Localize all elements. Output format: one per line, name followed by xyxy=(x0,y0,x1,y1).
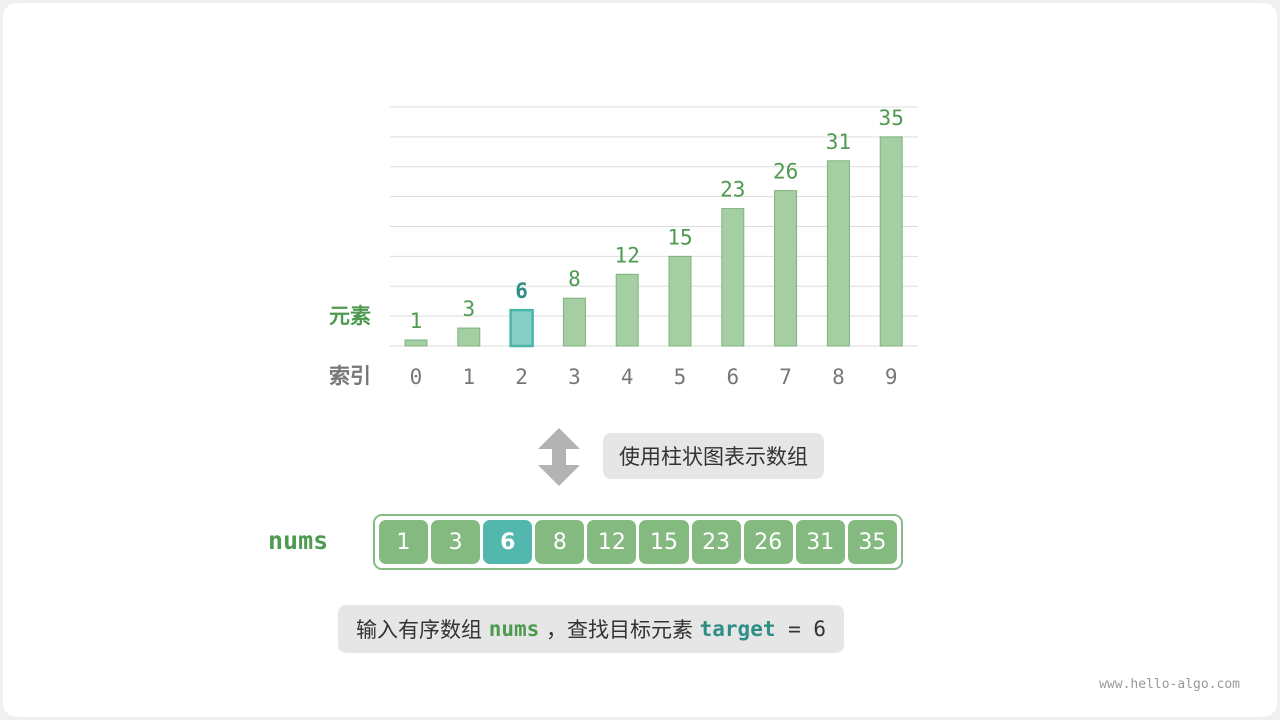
caption-middle: ，查找目标元素 xyxy=(539,618,700,642)
array-cell: 15 xyxy=(639,520,689,564)
bar xyxy=(457,327,481,347)
array-name: nums xyxy=(268,526,329,555)
data-label: 35 xyxy=(879,106,904,130)
array-cell: 26 xyxy=(743,520,793,564)
data-label: 6 xyxy=(515,279,528,303)
x-tick-label: 4 xyxy=(621,365,634,389)
x-tick-label: 9 xyxy=(885,365,898,389)
x-tick-label: 0 xyxy=(410,365,423,389)
caption-target: target xyxy=(699,617,776,641)
bar xyxy=(879,136,903,347)
x-axis-label: 索引 xyxy=(329,364,371,388)
array-cell: 31 xyxy=(795,520,845,564)
data-label: 15 xyxy=(667,225,692,249)
x-tick-label: 1 xyxy=(462,365,475,389)
array-cell: 23 xyxy=(691,520,741,564)
bar xyxy=(668,255,692,347)
x-tick-label: 8 xyxy=(832,365,845,389)
arrow-label: 使用柱状图表示数组 xyxy=(603,433,824,479)
array-cell: 1 xyxy=(379,520,429,564)
data-label: 3 xyxy=(462,297,475,321)
bar xyxy=(826,160,850,347)
caption-suffix: = 6 xyxy=(775,617,827,641)
array-cell: 35 xyxy=(847,520,897,564)
data-label: 26 xyxy=(773,160,798,184)
caption-prefix: 输入有序数组 xyxy=(356,618,489,642)
watermark: www.hello-algo.com xyxy=(1099,677,1240,692)
array-box: 1 3 6 8 12 15 23 26 31 35 xyxy=(373,514,903,570)
array-cell: 6 xyxy=(483,520,533,564)
data-label: 8 xyxy=(568,267,581,291)
data-label: 23 xyxy=(720,178,745,202)
data-label: 31 xyxy=(826,130,851,154)
x-tick-label: 3 xyxy=(568,365,581,389)
data-label: 1 xyxy=(410,309,423,333)
bar xyxy=(509,308,534,348)
y-axis-label: 元素 xyxy=(329,304,371,328)
array-cell: 3 xyxy=(431,520,481,564)
diagram-card xyxy=(3,3,1277,717)
caption-var: nums xyxy=(488,617,540,641)
array-cell: 8 xyxy=(535,520,585,564)
bar xyxy=(774,190,798,347)
bar xyxy=(615,273,639,347)
data-label: 12 xyxy=(615,243,640,267)
bar xyxy=(404,339,428,347)
caption: 输入有序数组 nums ，查找目标元素 target = 6 xyxy=(338,605,845,653)
x-tick-label: 5 xyxy=(674,365,687,389)
bar xyxy=(721,208,745,347)
array-cell: 12 xyxy=(587,520,637,564)
x-tick-label: 6 xyxy=(726,365,739,389)
x-tick-label: 2 xyxy=(515,365,528,389)
x-tick-label: 7 xyxy=(779,365,792,389)
bar xyxy=(562,297,586,347)
